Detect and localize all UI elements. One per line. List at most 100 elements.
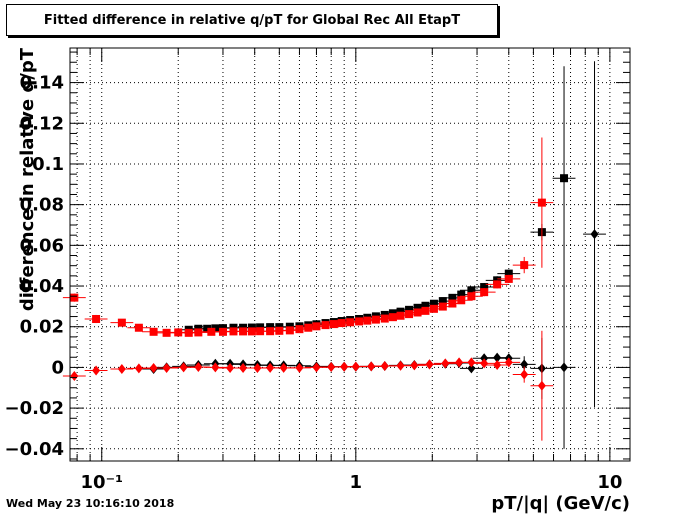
diamond-marker [266,362,275,373]
diamond-marker [380,360,389,371]
diamond-marker [149,363,158,374]
square-marker [355,317,364,326]
square-marker [438,302,447,311]
square-marker [429,299,438,308]
square-marker [346,318,355,327]
series-1 [62,137,554,337]
y-tick-label: 0.06 [20,235,64,256]
series-2 [142,61,606,449]
diamond-marker [480,358,489,369]
y-tick-label: −0.02 [5,398,65,419]
y-tick-label: 0.14 [20,73,64,94]
data-point [62,370,86,381]
diamond-marker [537,380,546,391]
diamond-marker [134,363,143,374]
data-point [110,318,134,327]
square-marker [321,321,330,330]
square-marker [448,293,457,302]
square-marker [467,286,476,295]
series-3 [62,330,554,441]
diamond-marker [367,361,376,372]
y-tick-label: 0 [51,357,64,378]
square-marker [480,288,489,297]
square-marker [207,327,216,336]
square-marker [504,274,513,283]
data-point [110,364,134,375]
square-marker [134,323,143,332]
data-point [485,359,509,370]
diamond-marker [520,359,529,370]
y-tick-label: 0.12 [20,113,64,134]
series-0 [177,66,576,334]
diamond-marker [351,361,360,372]
data-point [497,274,521,283]
x-axis-label: pT/|q| (GeV/c) [491,493,630,514]
square-marker [149,327,158,336]
chart-title: Fitted difference in relative q/pT for G… [6,4,498,36]
data-point [272,362,296,373]
plot-frame [69,47,631,462]
y-tick-label: −0.04 [5,439,65,460]
square-marker [405,305,414,314]
square-marker [371,315,380,324]
diamond-marker [327,362,336,373]
square-marker [438,297,447,306]
square-marker [285,326,294,335]
diamond-marker [410,360,419,371]
square-marker [493,280,502,289]
square-marker [304,323,313,332]
data-point [245,363,269,374]
square-marker [70,293,79,302]
diamond-marker [467,363,476,374]
square-marker [194,328,203,337]
data-point [62,293,86,302]
square-marker [117,318,126,327]
y-axis-label: difference in relative q/pT [17,47,38,311]
diamond-marker [590,229,599,240]
square-marker [421,301,430,310]
diamond-marker [117,364,126,375]
data-point [530,330,554,441]
diamond-marker [226,363,235,374]
square-marker [295,325,304,334]
square-marker [396,311,405,320]
data-point [459,292,483,301]
square-marker [337,319,346,328]
diamond-marker [520,369,529,380]
footer-timestamp: Wed May 23 10:16:10 2018 [6,497,175,510]
square-marker [92,314,101,323]
square-marker [329,320,338,329]
square-marker [413,308,422,317]
y-tick-label: 0.02 [20,317,64,338]
data-point [142,327,166,336]
diamond-marker [467,357,476,368]
data-point [472,358,496,369]
square-marker [429,304,438,313]
x-tick-label: 1 [350,472,363,493]
diamond-marker [425,359,434,370]
data-point [530,137,554,268]
diamond-marker [295,362,304,373]
grid [70,48,630,461]
axes: 10⁻¹ 1 10 −0.04 −0.02 0 0.02 0.04 0.06 0.08 0.1 0.1… [5,47,631,493]
diamond-marker [312,362,321,373]
y-tick-label: 0.08 [20,195,64,216]
data-point [84,314,108,324]
square-marker [380,314,389,323]
data-point [512,256,536,274]
chart-title-text: Fitted difference in relative q/pT for G… [43,12,461,28]
y-tick-label: 0.1 [32,154,64,175]
data-point [485,280,509,289]
square-marker [537,198,546,207]
diamond-marker [179,362,188,373]
x-tick-label: 10⁻¹ [81,472,123,493]
data-point [552,286,576,449]
data-point [258,362,282,373]
diamond-marker [253,363,262,374]
square-marker [457,296,466,305]
diamond-marker [504,357,513,368]
data-point [402,360,426,371]
square-marker [312,322,321,331]
square-marker [504,269,513,278]
square-marker [405,310,414,319]
